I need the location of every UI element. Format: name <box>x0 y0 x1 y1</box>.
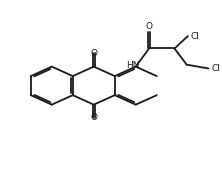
Text: Cl: Cl <box>190 32 199 41</box>
Text: O: O <box>90 113 97 122</box>
Text: O: O <box>90 49 97 58</box>
Text: HN: HN <box>126 61 139 70</box>
Text: O: O <box>146 22 153 31</box>
Text: Cl: Cl <box>211 64 220 73</box>
